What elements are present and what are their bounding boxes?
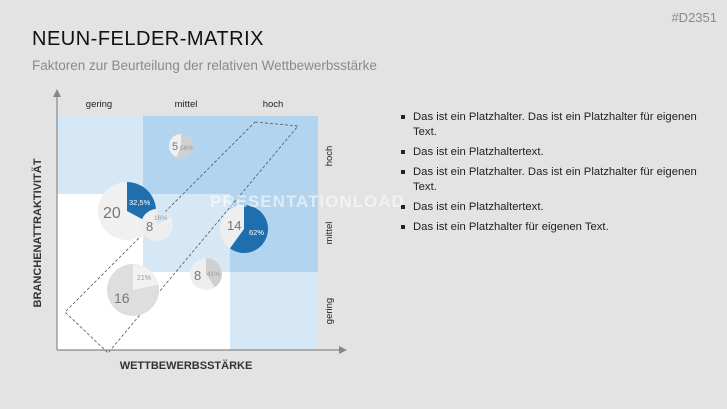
bullet-item: Das ist ein Platzhaltertext. (400, 145, 700, 160)
bubble-14-value: 14 (227, 218, 241, 233)
bubble-8-b-slice (206, 258, 223, 288)
col-label-hoch: hoch (263, 99, 284, 110)
bullet-item: Das ist ein Platzhalter. Das ist ein Pla… (400, 165, 700, 195)
page-subtitle: Faktoren zur Beurteilung der relativen W… (32, 58, 377, 73)
bubble-5: 5 56% (169, 133, 194, 158)
y-axis-arrow (53, 89, 61, 97)
bubble-8-a-value: 8 (146, 219, 153, 234)
bullet-item: Das ist ein Platzhalter. Das ist ein Pla… (400, 110, 700, 140)
row-label-mittel: mittel (324, 222, 335, 245)
bubble-14: 14 62% (220, 204, 269, 253)
x-axis-title: WETTBEWERBSSTÄRKE (120, 359, 253, 372)
bubble-5-value: 5 (172, 141, 178, 153)
bubble-5-share: 56% (180, 145, 193, 152)
bubble-8-b-value: 8 (194, 268, 201, 283)
bubble-8-a-share: 16% (154, 215, 167, 222)
bubble-20-share: 32,5% (129, 198, 151, 207)
bubble-16: 16 21% (107, 264, 159, 316)
bubble-20-value: 20 (103, 205, 121, 222)
page-title: NEUN-FELDER-MATRIX (32, 28, 264, 50)
cell-gering-hoch (230, 272, 318, 350)
bubble-5-slice (176, 133, 194, 158)
bubble-14-share: 62% (249, 228, 264, 237)
bubble-8-b-share: 41% (207, 271, 220, 278)
bubble-16-share: 21% (137, 275, 151, 282)
bubble-8-b: 8 41% (190, 258, 223, 290)
col-label-mittel: mittel (175, 99, 198, 110)
bullet-item: Das ist ein Platzhalter für eigenen Text… (400, 220, 700, 235)
bubble-8-a-slice (157, 209, 171, 225)
x-axis-arrow (339, 346, 347, 354)
col-label-gering: gering (86, 99, 112, 110)
bullet-item: Das ist ein Platzhaltertext. (400, 200, 700, 215)
bubble-16-value: 16 (114, 290, 130, 306)
cell-hoch-gering (57, 116, 143, 194)
watermark: PRESENTATIONLOAD (210, 192, 405, 211)
bubble-14-slice (229, 204, 269, 253)
slide-code: #D2351 (671, 10, 717, 25)
row-label-gering: gering (324, 298, 335, 324)
row-label-hoch: hoch (324, 146, 335, 167)
bubble-16-slice (133, 264, 159, 290)
y-axis-title: BRANCHENATTRAKTIVITÄT (31, 158, 44, 307)
bullet-list: Das ist ein Platzhalter. Das ist ein Pla… (400, 110, 700, 240)
bubble-8-a: 8 16% (141, 209, 173, 241)
